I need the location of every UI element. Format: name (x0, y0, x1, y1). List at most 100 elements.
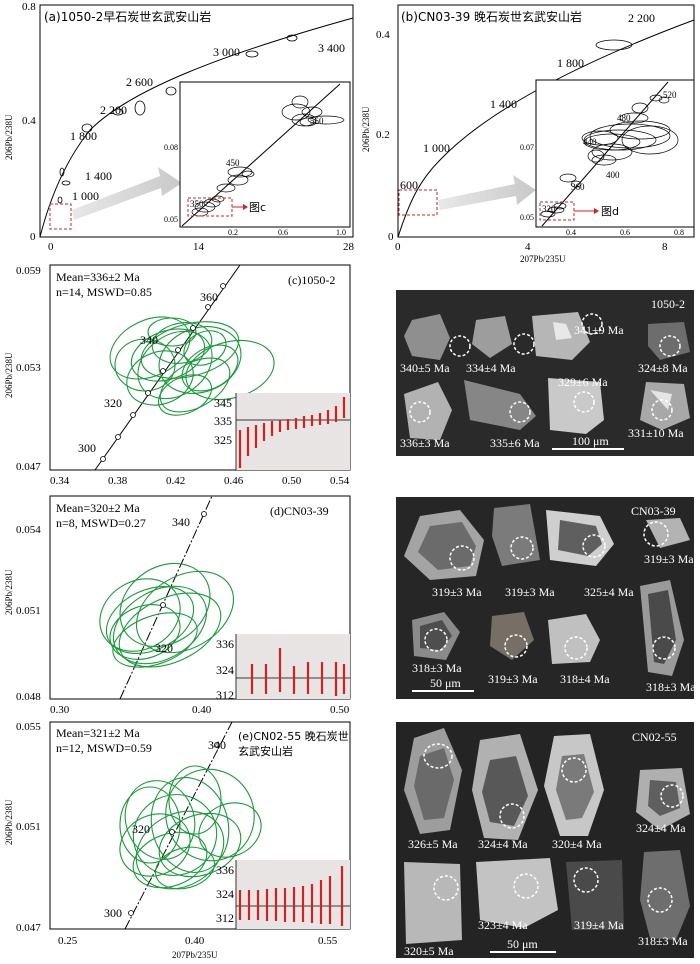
x-tick: 0 (48, 241, 54, 253)
age-label: 320 (155, 641, 173, 655)
mean-age: Mean=320±2 Ma (56, 501, 140, 515)
panel-a-title: (a)1050-2早石炭世玄武安山岩 (44, 9, 211, 24)
cl-scale-label: 50 μm (430, 676, 461, 690)
cl-sample-label: 1050-2 (651, 297, 685, 311)
y-tick: 0.051 (16, 821, 41, 833)
age-label: 1 800 (70, 129, 97, 143)
age-label: 340 (208, 738, 226, 752)
panel-e-label: (e)CN02-55 晚石炭世 (238, 730, 349, 743)
inset-x-tick: 0.4 (566, 228, 576, 237)
panel-e: Mean=321±2 Ma n=12, MSWD=0.59 (e)CN02-55… (4, 721, 351, 960)
age-label: 360 (200, 290, 218, 304)
n-mswd: n=12, MSWD=0.59 (56, 741, 152, 755)
cl-age-label: 320±4 Ma (552, 837, 602, 851)
inset-age-label: 450 (226, 158, 240, 168)
inset-age-label: 350 (190, 199, 204, 209)
y-tick: 0.2 (376, 129, 390, 141)
age-label: 2 200 (100, 103, 127, 117)
x-tick: 0.34 (50, 475, 70, 487)
inset-age-label: 480 (617, 113, 631, 123)
cl-age-label: 325±4 Ma (584, 585, 634, 599)
x-tick: 8 (662, 241, 668, 253)
cl-age-label: 329±6 Ma (558, 375, 608, 389)
inset-x-tick: 0.6 (620, 228, 630, 237)
inset-y-tick: 0.05 (164, 215, 178, 224)
inset-ref-label: 图d (601, 205, 619, 218)
y-tick: 0.055 (16, 721, 41, 733)
x-tick: 0.40 (185, 935, 205, 947)
x-tick: 0.42 (166, 475, 185, 487)
mean-age: Mean=321±2 Ma (56, 726, 140, 740)
cl-age-label: 318±4 Ma (560, 672, 610, 686)
cl-age-label: 324±4 Ma (636, 821, 686, 835)
age-label: 3 000 (213, 45, 240, 59)
age-label: 340 (140, 333, 158, 347)
bar-y-tick: 324 (216, 887, 234, 901)
x-tick: 0.46 (224, 475, 244, 487)
x-tick: 0.55 (318, 935, 338, 947)
cl-age-label: 324±8 Ma (638, 361, 688, 375)
y-tick: 0.047 (16, 461, 41, 473)
cl-age-label: 336±3 Ma (400, 436, 450, 450)
n-mswd: n=14, MSWD=0.85 (56, 285, 152, 299)
y-axis-label: 206Pb/238U (4, 352, 14, 398)
cl-age-label: 319±3 Ma (432, 585, 482, 599)
x-tick: 0.38 (108, 475, 128, 487)
cl-sample-label: CN03-39 (631, 504, 676, 518)
panel-c: Mean=336±2 Ma n=14, MSWD=0.85 (c)1050-2 … (4, 264, 351, 487)
x-tick: 0.50 (330, 704, 350, 716)
inset-x-tick: 0.2 (228, 228, 238, 237)
x-tick: 4 (525, 241, 531, 253)
y-tick: 0.4 (22, 115, 36, 127)
y-tick: 0.047 (16, 922, 41, 934)
inset-x-tick: 0.8 (674, 228, 684, 237)
age-label: 1 800 (557, 56, 584, 70)
cl-image-1050-2: 1050-2 340±5 Ma 334±4 Ma 341±9 Ma 324±8 … (396, 290, 694, 456)
inset-ref-label: 图c (249, 201, 266, 214)
inset-age-label: 520 (663, 90, 677, 100)
y-tick: 0.048 (16, 691, 41, 703)
inset-age-label: 320 (542, 204, 556, 214)
age-label: 2 200 (628, 11, 655, 25)
age-label: 3 400 (318, 41, 345, 55)
inset-age-label: 360 (571, 182, 585, 192)
inset-y-tick: 0.08 (164, 143, 178, 152)
cl-age-label: 319±3 Ma (505, 585, 555, 599)
y-tick: 0 (30, 231, 36, 243)
bar-y-tick: 336 (216, 863, 234, 877)
inset-x-tick: 1.0 (336, 228, 346, 237)
bar-y-tick: 312 (216, 688, 234, 702)
x-tick: 0.54 (330, 475, 350, 487)
x-tick: 0.50 (282, 475, 302, 487)
cl-age-label: 319±4 Ma (574, 918, 624, 932)
inset-age-label: 550 (310, 116, 324, 126)
y-tick: 0.059 (16, 265, 41, 277)
cl-age-label: 331±10 Ma (628, 426, 684, 440)
age-label: 320 (104, 396, 122, 410)
panel-d: Mean=320±2 Ma n=8, MSWD=0.27 (d)CN03-39 … (4, 495, 351, 716)
inset-y-tick: 0.05 (520, 213, 534, 222)
bar-inset-bg (236, 393, 350, 470)
cl-age-label: 340±5 Ma (400, 361, 450, 375)
panel-c-label: (c)1050-2 (288, 273, 335, 287)
age-label: 1 000 (72, 189, 99, 203)
x-tick: 0.40 (192, 704, 212, 716)
x-tick: 14 (193, 241, 205, 253)
bar-y-tick: 325 (214, 433, 232, 447)
age-label: 340 (172, 515, 190, 529)
y-axis-label: 206Pb/238U (4, 799, 14, 845)
y-axis-label: 206Pb/238U (361, 106, 371, 152)
x-tick: 28 (343, 241, 355, 253)
x-tick: 0.25 (58, 935, 78, 947)
y-axis-label: 206Pb/238U (4, 569, 14, 615)
age-label: 1 400 (490, 97, 517, 111)
cl-sample-label: CN02-55 (632, 730, 677, 744)
inset-x-tick: 0.6 (278, 228, 288, 237)
age-label: 600 (400, 178, 418, 192)
inset-age-label: 400 (606, 170, 620, 180)
cl-age-label: 335±6 Ma (490, 436, 540, 450)
y-tick: 0.054 (16, 524, 41, 536)
age-label: 300 (104, 906, 122, 920)
cl-age-label: 341±9 Ma (574, 323, 624, 337)
